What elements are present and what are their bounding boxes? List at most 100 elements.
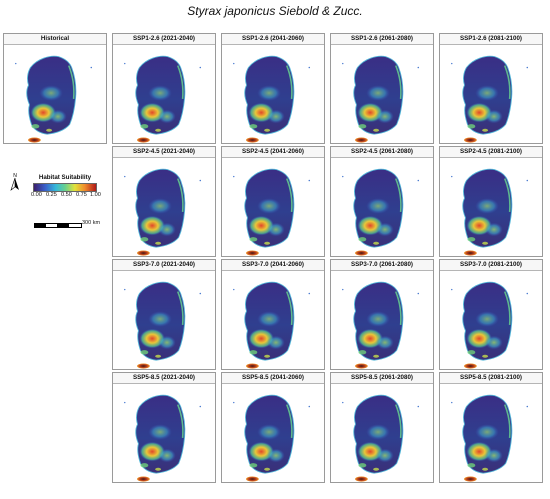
southwest-islands — [249, 237, 258, 242]
east-coast-band — [177, 404, 184, 438]
map-panel: SSP2-4.5 (2021-2040) — [112, 146, 216, 257]
central-moderate-zone — [257, 85, 281, 101]
southwest-islands — [140, 463, 149, 468]
southern-islands — [482, 128, 489, 132]
panel-title: SSP2-4.5 (2041-2060) — [222, 147, 324, 158]
southwest-islands — [249, 350, 258, 355]
southwest-islands — [140, 124, 149, 129]
panel-title: SSP1-2.6 (2061-2080) — [331, 34, 433, 45]
central-moderate-zone — [475, 424, 499, 440]
habitat-suitability-map — [233, 168, 311, 256]
panel-title: Historical — [4, 34, 106, 45]
central-moderate-zone — [257, 311, 281, 327]
panel-title: SSP3-7.0 (2041-2060) — [222, 260, 324, 271]
east-coast-band — [504, 291, 511, 325]
southeast-moderate-zone — [485, 335, 503, 350]
scale-bar — [34, 223, 82, 228]
map-legend: N Habitat Suitability 0.00 0.25 0.50 0.7… — [0, 0, 110, 240]
ulleungdo-island — [417, 179, 420, 182]
southern-islands — [482, 354, 489, 358]
central-moderate-zone — [366, 311, 390, 327]
central-moderate-zone — [39, 85, 63, 101]
southwest-islands — [467, 124, 476, 129]
central-moderate-zone — [366, 198, 390, 214]
ulleungdo-island — [199, 405, 202, 408]
panel-title: SSP1-2.6 (2041-2060) — [222, 34, 324, 45]
central-moderate-zone — [366, 424, 390, 440]
panel-title: SSP5-8.5 (2021-2040) — [113, 373, 215, 384]
western-islet — [451, 288, 453, 291]
north-arrow-icon: N — [10, 173, 19, 191]
southeast-moderate-zone — [376, 335, 394, 350]
southern-islands — [373, 467, 380, 471]
western-islet — [451, 62, 453, 65]
southeast-moderate-zone — [158, 335, 176, 350]
southern-islands — [264, 354, 271, 358]
jeju-island — [464, 137, 477, 143]
ulleungdo-island — [308, 66, 311, 69]
southwest-islands — [467, 350, 476, 355]
map-panel: SSP1-2.6 (2041-2060) — [221, 33, 325, 144]
ulleungdo-island — [526, 66, 529, 69]
central-moderate-zone — [475, 311, 499, 327]
habitat-suitability-map — [451, 281, 529, 369]
panel-title: SSP5-8.5 (2061-2080) — [331, 373, 433, 384]
western-islet — [124, 62, 126, 65]
east-coast-band — [395, 291, 402, 325]
panel-title: SSP3-7.0 (2021-2040) — [113, 260, 215, 271]
legend-colorbar — [33, 183, 97, 192]
southwest-islands — [140, 350, 149, 355]
panel-title: SSP1-2.6 (2081-2100) — [440, 34, 542, 45]
ulleungdo-island — [417, 405, 420, 408]
central-moderate-zone — [366, 85, 390, 101]
ulleungdo-island — [308, 179, 311, 182]
jeju-island — [137, 137, 150, 143]
jeju-island — [355, 137, 368, 143]
ulleungdo-island — [308, 405, 311, 408]
central-moderate-zone — [148, 311, 172, 327]
jeju-island — [137, 476, 150, 482]
east-coast-band — [395, 65, 402, 99]
southeast-moderate-zone — [158, 109, 176, 124]
southern-islands — [155, 467, 162, 471]
panel-title: SSP2-4.5 (2081-2100) — [440, 147, 542, 158]
western-islet — [342, 175, 344, 178]
map-panel: SSP5-8.5 (2081-2100) — [439, 372, 543, 483]
map-panel: SSP3-7.0 (2061-2080) — [330, 259, 434, 370]
habitat-suitability-map — [15, 55, 93, 143]
southern-islands — [373, 354, 380, 358]
panel-title: SSP3-7.0 (2081-2100) — [440, 260, 542, 271]
southern-islands — [373, 241, 380, 245]
southeast-moderate-zone — [485, 448, 503, 463]
western-islet — [233, 175, 235, 178]
southeast-moderate-zone — [267, 222, 285, 237]
ulleungdo-island — [526, 292, 529, 295]
southeast-moderate-zone — [267, 335, 285, 350]
scale-label: 300 km — [82, 220, 101, 226]
ulleungdo-island — [199, 66, 202, 69]
southern-islands — [482, 241, 489, 245]
habitat-suitability-map — [342, 55, 420, 143]
southern-islands — [155, 354, 162, 358]
habitat-suitability-map — [451, 55, 529, 143]
habitat-suitability-map — [342, 281, 420, 369]
east-coast-band — [286, 291, 293, 325]
map-panel: SSP3-7.0 (2081-2100) — [439, 259, 543, 370]
southeast-moderate-zone — [485, 109, 503, 124]
east-coast-band — [177, 291, 184, 325]
east-coast-band — [68, 65, 75, 99]
habitat-suitability-map — [233, 55, 311, 143]
figure-title: Styrax japonicus Siebold & Zucc. — [187, 4, 363, 18]
habitat-suitability-map — [124, 394, 202, 482]
east-coast-band — [504, 404, 511, 438]
habitat-suitability-map — [451, 394, 529, 482]
southeast-moderate-zone — [376, 448, 394, 463]
western-islet — [15, 62, 17, 65]
southwest-islands — [249, 463, 258, 468]
ulleungdo-island — [199, 179, 202, 182]
western-islet — [233, 288, 235, 291]
map-panel: SSP5-8.5 (2041-2060) — [221, 372, 325, 483]
habitat-suitability-map — [233, 281, 311, 369]
southeast-moderate-zone — [267, 448, 285, 463]
panel-title: SSP5-8.5 (2081-2100) — [440, 373, 542, 384]
